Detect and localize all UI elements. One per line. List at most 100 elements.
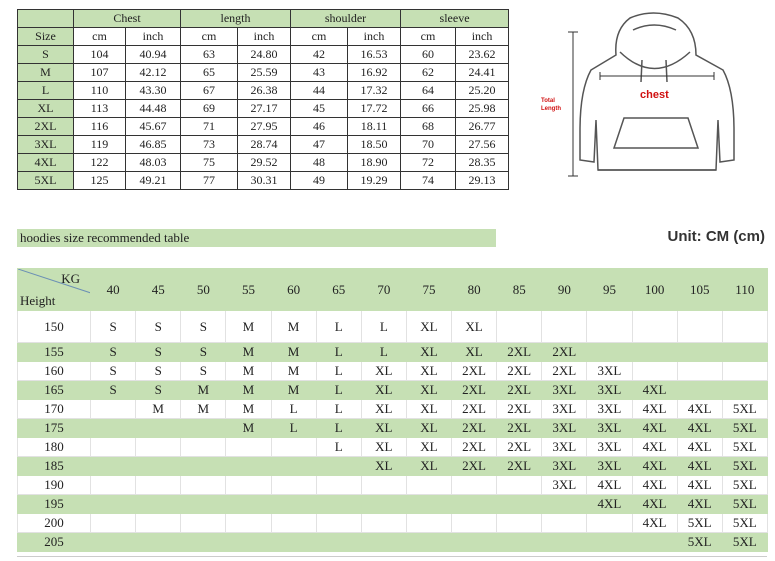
size-cell: L xyxy=(360,310,407,343)
chest-label: chest xyxy=(640,89,669,101)
measure-cell: 68 xyxy=(400,117,457,136)
size-cell: L xyxy=(315,342,362,362)
size-cell: 4XL xyxy=(631,399,678,419)
empty-cell xyxy=(360,475,407,495)
size-cell: 4XL xyxy=(676,475,723,495)
size-cell: 4XL xyxy=(676,494,723,514)
empty-cell xyxy=(496,475,543,495)
size-cell: 4XL xyxy=(17,153,74,172)
recommend-table: KG Height 40 45 50 55 60 65 70 75 80 85 90 95 100 105 11… xyxy=(17,268,768,552)
size-cell: 3XL xyxy=(541,437,588,457)
size-cell: M xyxy=(270,380,317,400)
size-cell: M xyxy=(135,399,182,419)
height-cell: 160 xyxy=(17,361,91,381)
size-cell: 5XL xyxy=(721,418,768,438)
size-cell: S xyxy=(89,361,137,381)
empty-cell xyxy=(135,494,182,514)
measure-cell: 107 xyxy=(73,63,126,82)
empty-cell xyxy=(135,437,182,457)
size-cell: M xyxy=(180,399,227,419)
measure-cell: 116 xyxy=(73,117,126,136)
measure-cell: 27.56 xyxy=(455,135,510,154)
size-cell: XL xyxy=(450,342,498,362)
weight-header: 50 xyxy=(180,268,227,311)
measure-cell: 28.74 xyxy=(237,135,291,154)
size-cell: S xyxy=(135,342,182,362)
empty-cell xyxy=(270,532,317,552)
empty-cell xyxy=(135,513,182,533)
size-cell: 2XL xyxy=(450,456,498,476)
weight-header: 65 xyxy=(315,268,362,311)
measure-cell: 29.52 xyxy=(237,153,291,172)
size-cell: XL xyxy=(360,437,407,457)
height-row: 160 S S S M M L XL XL 2XL 2XL 2XL 3XL xyxy=(17,361,768,381)
height-cell: 180 xyxy=(17,437,91,457)
size-row: 3XL 119 46.85 73 28.74 47 18.50 70 27.56 xyxy=(17,135,510,154)
height-cell: 150 xyxy=(17,310,91,343)
height-cell: 155 xyxy=(17,342,91,362)
empty-cell xyxy=(631,532,678,552)
size-cell: 4XL xyxy=(631,513,678,533)
size-cell: XL xyxy=(360,399,407,419)
height-row: 165 S S M M M L XL XL 2XL 2XL 3XL 3XL 4XL xyxy=(17,380,768,400)
measure-cell: 25.20 xyxy=(455,81,510,100)
size-row: L 110 43.30 67 26.38 44 17.32 64 25.20 xyxy=(17,81,510,100)
measure-cell: 74 xyxy=(400,171,457,190)
measure-cell: 66 xyxy=(400,99,457,118)
empty-cell xyxy=(586,532,633,552)
height-label: Height xyxy=(20,293,56,308)
size-cell: 2XL xyxy=(496,361,543,381)
measure-cell: 24.41 xyxy=(455,63,510,82)
size-cell: 2XL xyxy=(496,399,543,419)
size-cell: 2XL xyxy=(450,399,498,419)
length-label: Length xyxy=(541,106,561,112)
measure-cell: 17.32 xyxy=(346,81,402,100)
unit-label: Unit: CM (cm) xyxy=(667,228,766,245)
measure-cell: 18.11 xyxy=(346,117,402,136)
measure-cell: 43.30 xyxy=(125,81,181,100)
size-cell: 3XL xyxy=(586,399,633,419)
empty-cell xyxy=(405,494,453,514)
size-cell: S xyxy=(180,361,227,381)
size-cell: M xyxy=(270,361,317,381)
size-cell: XL xyxy=(360,361,407,381)
measure-cell: 49.21 xyxy=(125,171,181,190)
measure-cell: 119 xyxy=(73,135,126,154)
empty-cell xyxy=(676,380,723,400)
size-cell: XL xyxy=(405,399,453,419)
empty-cell xyxy=(315,456,362,476)
empty-cell xyxy=(180,494,227,514)
header-row: Chest length shoulder sleeve xyxy=(17,9,510,28)
size-header: Size xyxy=(17,27,74,46)
measure-cell: 27.17 xyxy=(237,99,291,118)
empty-cell xyxy=(721,361,768,381)
empty-cell xyxy=(496,532,543,552)
weight-row: KG Height 40 45 50 55 60 65 70 75 80 85 90 95 100 105 11… xyxy=(17,268,768,311)
size-cell: S xyxy=(89,310,137,343)
empty-cell xyxy=(89,399,137,419)
size-cell: S xyxy=(135,310,182,343)
weight-header: 95 xyxy=(586,268,633,311)
empty-cell xyxy=(89,456,137,476)
unit-header: inch xyxy=(125,27,181,46)
size-row: 5XL 125 49.21 77 30.31 49 19.29 74 29.13 xyxy=(17,171,510,190)
size-cell: 4XL xyxy=(676,437,723,457)
measure-cell: 28.35 xyxy=(455,153,510,172)
weight-header: 90 xyxy=(541,268,588,311)
height-row: 185 XL XL 2XL 2XL 3XL 3XL 4XL 4XL 5XL xyxy=(17,456,768,476)
size-cell: M xyxy=(17,63,74,82)
size-cell: 3XL xyxy=(586,418,633,438)
empty-cell xyxy=(676,361,723,381)
measure-cell: 25.98 xyxy=(455,99,510,118)
size-cell: 2XL xyxy=(496,380,543,400)
measure-cell: 18.50 xyxy=(346,135,402,154)
unit-header: cm xyxy=(290,27,348,46)
size-cell: 4XL xyxy=(631,380,678,400)
size-cell: S xyxy=(135,361,182,381)
empty-cell xyxy=(270,494,317,514)
measure-cell: 42 xyxy=(290,45,348,64)
size-cell: XL xyxy=(405,361,453,381)
height-row: 150 S S S M M L L XL XL xyxy=(17,310,768,343)
measure-cell: 26.38 xyxy=(237,81,291,100)
